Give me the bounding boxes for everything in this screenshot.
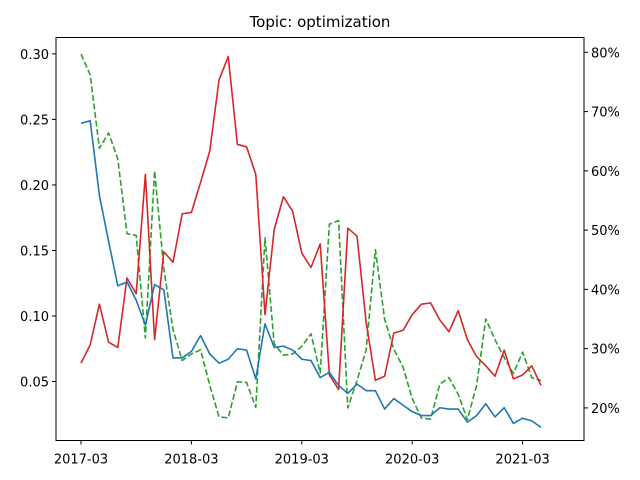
right-y-tick-label: 50% [591, 224, 620, 239]
left-y-tick-label: 0.25 [20, 113, 49, 128]
right-y-tick-label: 80% [591, 46, 620, 61]
x-tick-label: 2017-03 [54, 453, 108, 468]
x-tick-label: 2019-03 [275, 453, 329, 468]
series-line-1 [80, 119, 542, 429]
right-y-tick-label: 30% [591, 343, 620, 358]
x-tick-label: 2020-03 [385, 453, 439, 468]
x-tick-label: 2018-03 [164, 453, 218, 468]
chart-title: Topic: optimization [249, 13, 391, 31]
axes: 2017-03 2018-03 2019-03 2020-03 2021-03 0.05 0… [20, 46, 620, 467]
left-y-tick-label: 0.30 [20, 48, 49, 63]
right-y-tick-label: 40% [591, 283, 620, 298]
plot-frame [55, 37, 585, 441]
series-line-2 [80, 55, 542, 391]
right-y-tick-label: 20% [591, 402, 620, 417]
left-y-tick-label: 0.20 [20, 179, 49, 194]
right-y-tick-label: 70% [591, 106, 620, 121]
left-y-tick-label: 0.15 [20, 244, 49, 259]
right-y-tick-label: 60% [591, 165, 620, 180]
x-tick-label: 2021-03 [495, 453, 549, 468]
left-y-tick-label: 0.10 [20, 310, 49, 325]
series-line-3 [80, 53, 542, 421]
left-y-tick-label: 0.05 [20, 376, 49, 391]
series-layer [80, 53, 542, 429]
